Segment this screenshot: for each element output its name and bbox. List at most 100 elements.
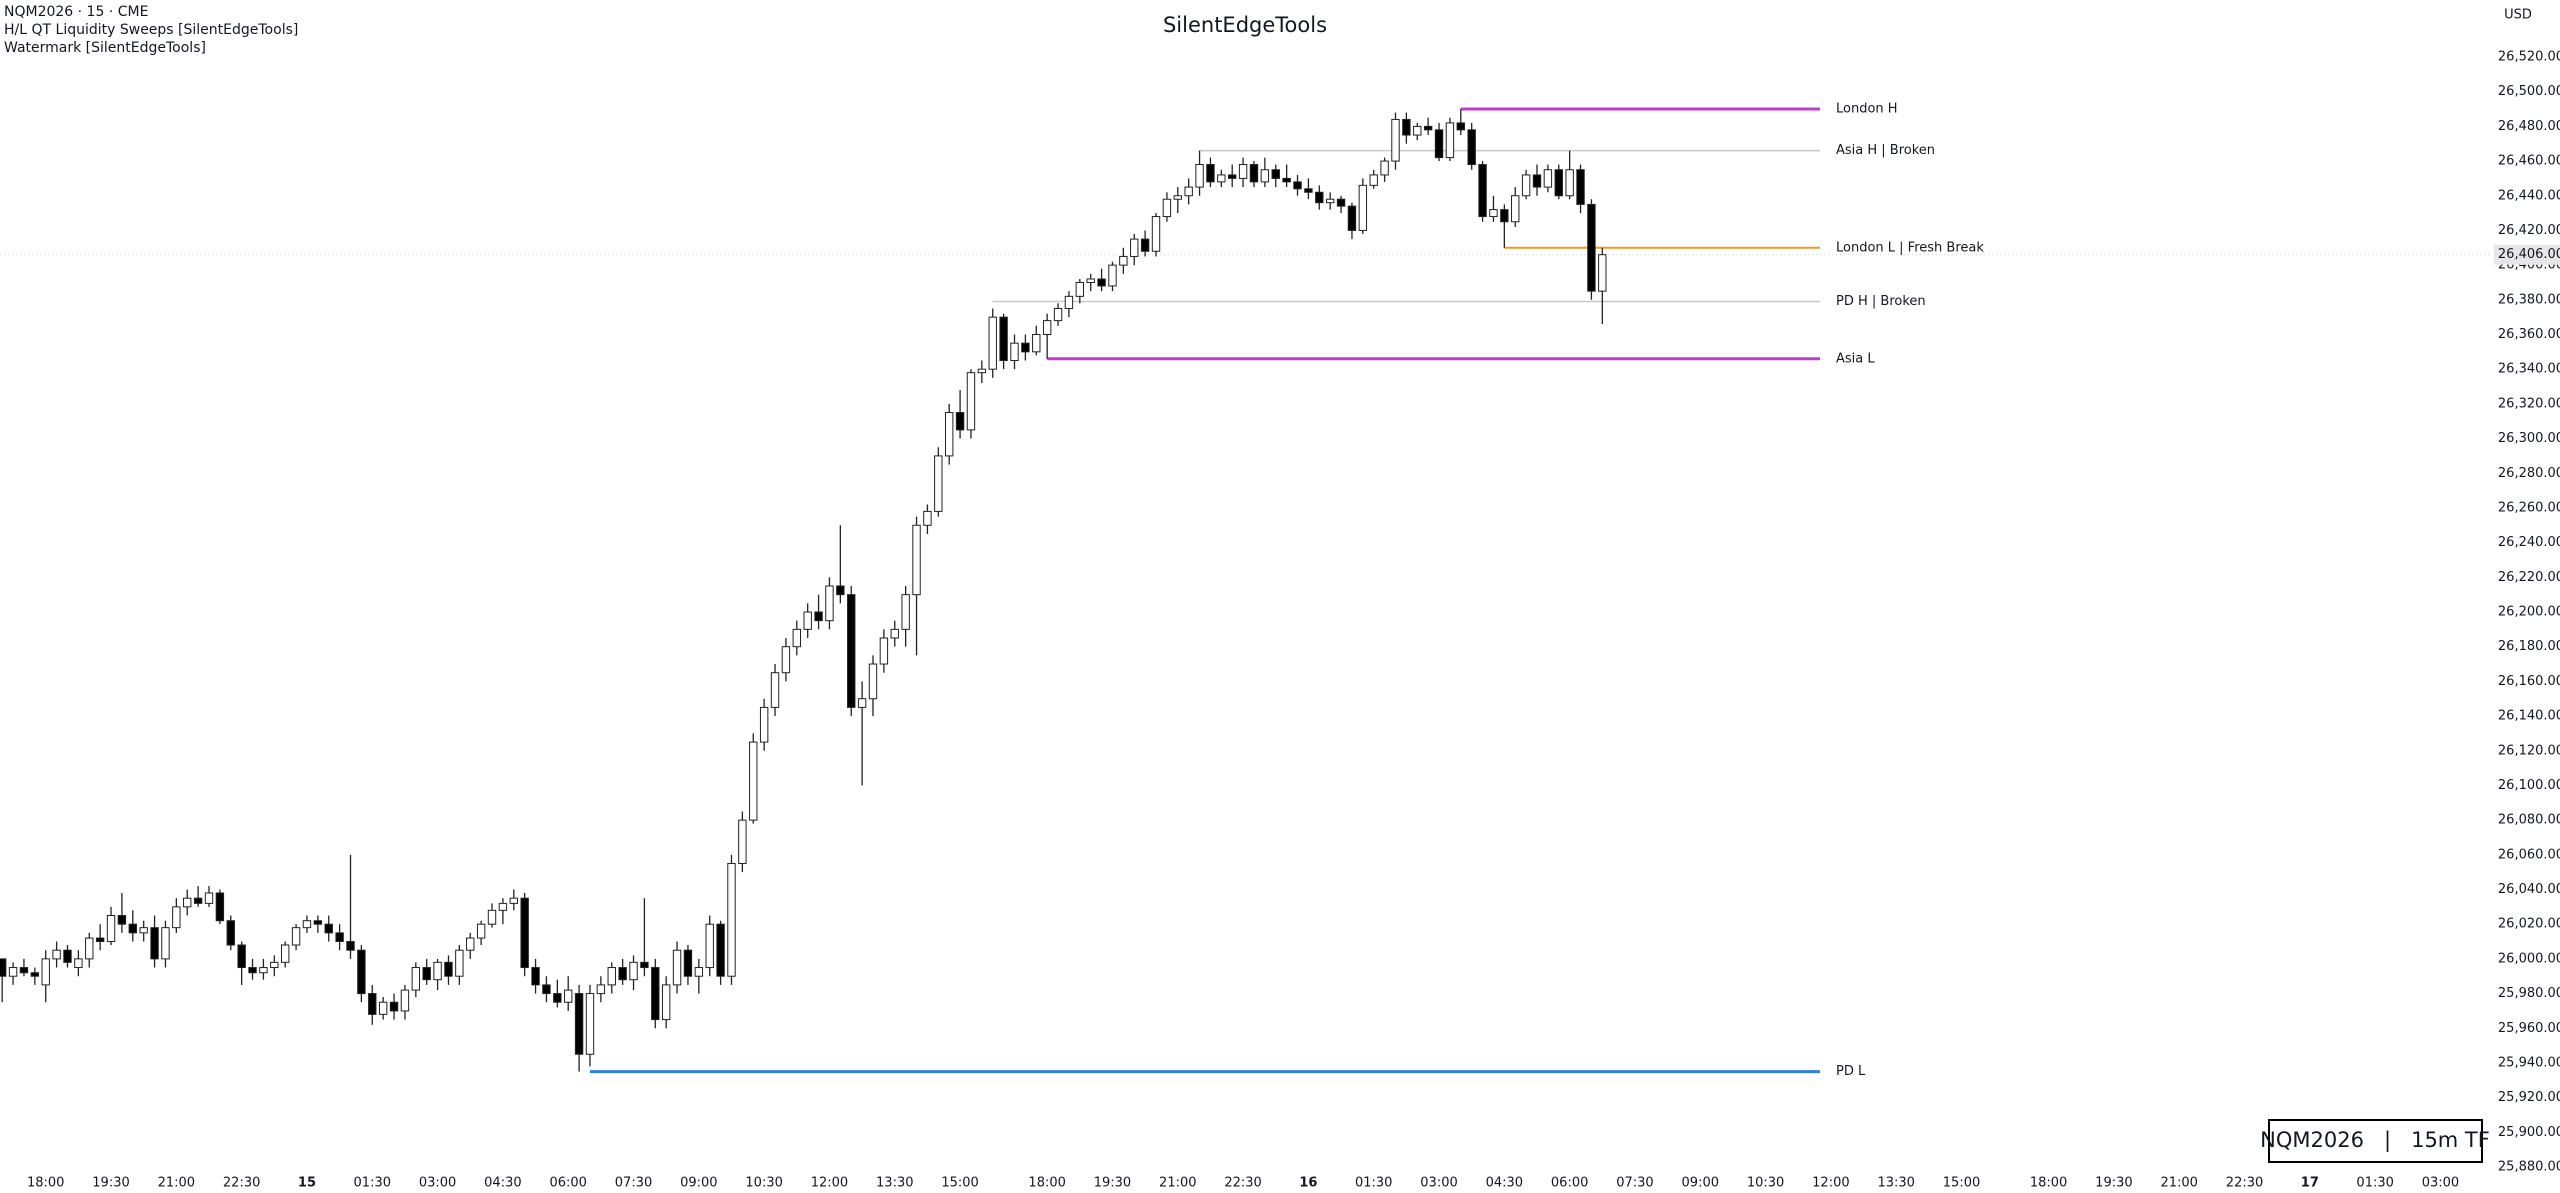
candle-body	[1304, 188, 1313, 193]
y-tick-label: 26,200.00	[2498, 605, 2560, 620]
candle-body	[781, 646, 791, 674]
candle-body	[259, 967, 268, 974]
x-tick-label: 19:30	[1094, 1176, 1131, 1191]
candle-body	[1086, 278, 1095, 283]
x-tick-label: 22:30	[1224, 1176, 1261, 1191]
candle-body	[324, 923, 333, 934]
candle-body	[749, 741, 758, 821]
x-tick-label: 21:00	[158, 1176, 195, 1191]
candle-body	[988, 316, 997, 370]
candle-body	[553, 993, 562, 1003]
candle-body	[1217, 174, 1226, 183]
candle-body	[19, 967, 29, 974]
x-tick-label: 09:00	[680, 1176, 717, 1191]
x-tick-label: 15	[298, 1176, 316, 1191]
candle-body	[487, 909, 497, 925]
candle-body	[1336, 198, 1346, 207]
x-tick-label: 22:30	[2226, 1176, 2263, 1191]
candle-body	[368, 993, 377, 1015]
y-tick-label: 26,320.00	[2498, 396, 2560, 411]
x-tick-label: 12:00	[1812, 1176, 1849, 1191]
candle-body	[1130, 238, 1139, 257]
y-tick-label: 26,260.00	[2498, 500, 2560, 515]
x-tick-label: 07:30	[1616, 1176, 1653, 1191]
currency-label: USD	[2504, 8, 2532, 23]
last-price-box	[2494, 244, 2560, 265]
candle-body	[1456, 122, 1466, 131]
candle-body	[1206, 164, 1215, 183]
x-tick-label: 06:00	[549, 1176, 586, 1191]
y-tick-label: 26,120.00	[2498, 743, 2560, 758]
candle-body	[1140, 238, 1150, 252]
candle-body	[564, 989, 573, 1003]
candle-body	[509, 897, 518, 904]
x-tick-label: 10:30	[745, 1176, 782, 1191]
candle-body	[999, 316, 1008, 362]
last-price-label: 26,406.00	[2498, 247, 2560, 262]
candle-body	[1554, 169, 1563, 197]
candle-body	[868, 663, 878, 700]
symbol-header: NQM2026 · 15 · CME	[4, 4, 148, 20]
candle-body	[944, 412, 954, 457]
candle-body	[1053, 307, 1063, 322]
x-tick-label: 13:30	[1877, 1176, 1914, 1191]
candle-body	[466, 937, 475, 951]
candle-body	[335, 932, 344, 943]
y-tick-label: 26,420.00	[2498, 223, 2560, 238]
candle-body	[444, 961, 453, 977]
candle-body	[1271, 169, 1280, 179]
candle-body	[1108, 264, 1117, 287]
candle-body	[1598, 254, 1607, 292]
candle-body	[770, 672, 780, 708]
x-tick-label: 03:00	[419, 1176, 456, 1191]
candle-body	[95, 937, 105, 943]
candle-body	[574, 993, 584, 1055]
level-label: PD H | Broken	[1836, 294, 1926, 309]
candle-body	[1293, 181, 1302, 190]
candle-body	[498, 902, 508, 911]
candle-body	[128, 923, 138, 934]
x-tick-label: 06:00	[1551, 1176, 1588, 1191]
candle-body	[280, 944, 290, 963]
candle-body	[825, 585, 834, 622]
candle-body	[433, 961, 442, 981]
level-label: PD L	[1836, 1064, 1866, 1079]
candle-body	[651, 967, 660, 1021]
candle-body	[248, 967, 257, 974]
x-tick-label: 19:30	[92, 1176, 129, 1191]
x-tick-label: 13:30	[876, 1176, 913, 1191]
x-tick-label: 04:30	[484, 1176, 521, 1191]
candle-body	[1391, 118, 1400, 162]
candle-body	[139, 927, 148, 934]
candle-body	[476, 923, 486, 939]
candle-body	[1075, 281, 1085, 297]
x-tick-label: 15:00	[1943, 1176, 1980, 1191]
y-tick-label: 26,220.00	[2498, 570, 2560, 585]
candle-body	[1325, 198, 1335, 204]
candle-body	[302, 920, 312, 929]
candle-body	[1576, 169, 1585, 205]
candle-body	[63, 949, 72, 963]
candle-body	[901, 594, 910, 630]
candle-body	[1260, 169, 1270, 183]
candle-body	[1173, 195, 1182, 200]
y-tick-label: 26,500.00	[2498, 84, 2560, 99]
level-label: Asia L	[1836, 351, 1875, 366]
level-label: London L | Fresh Break	[1836, 240, 1984, 255]
candle-body	[977, 368, 987, 374]
y-tick-label: 26,100.00	[2498, 778, 2560, 793]
candle-body	[1315, 191, 1324, 204]
candle-body	[585, 993, 595, 1055]
candle-body	[1543, 169, 1553, 188]
candle-body	[1467, 129, 1476, 166]
candle-body	[1021, 342, 1030, 353]
candle-body	[1042, 320, 1052, 335]
y-tick-label: 26,280.00	[2498, 466, 2560, 481]
candle-body	[204, 892, 214, 904]
candle-body	[1032, 334, 1041, 353]
x-tick-label: 18:00	[2030, 1176, 2067, 1191]
candle-body	[1489, 209, 1498, 218]
candle-body	[738, 819, 747, 864]
